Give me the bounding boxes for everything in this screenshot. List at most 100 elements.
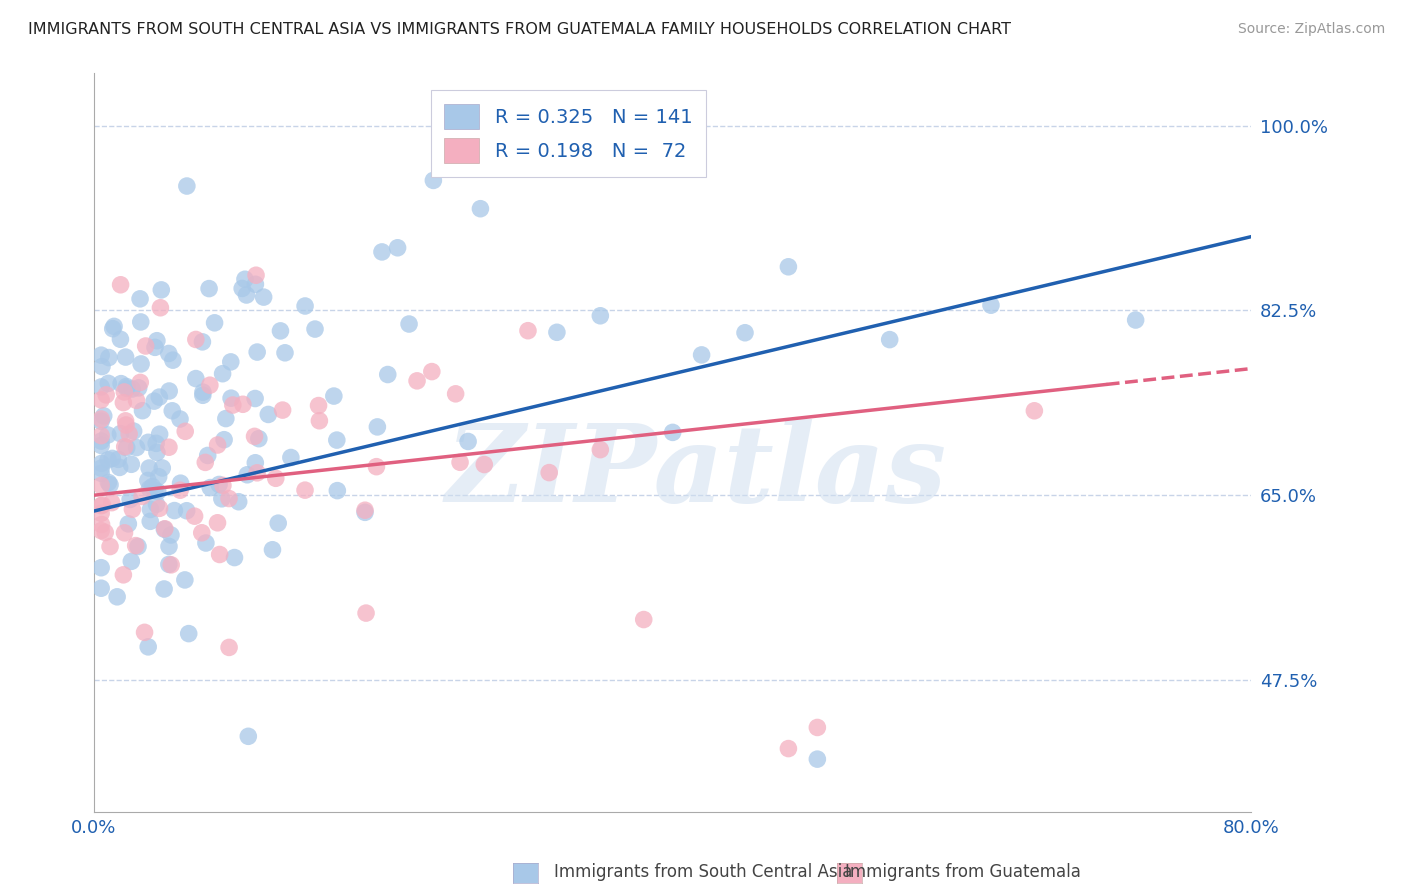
Point (406, 374, 429, 388)
Point (129, 292, 152, 306)
Point (117, 516, 139, 531)
Point (101, 496, 124, 510)
Point (444, 387, 467, 401)
Point (354, 505, 377, 519)
Point (308, 414, 330, 428)
Point (90, 560, 112, 574)
Point (110, 332, 132, 346)
Point (169, 412, 191, 426)
Point (98, 540, 121, 554)
Point (136, 435, 159, 450)
Point (633, 153, 655, 168)
Point (110, 376, 132, 391)
Point (110, 426, 132, 441)
Point (93, 409, 115, 423)
Point (98, 477, 121, 491)
Point (97, 453, 120, 467)
Point (115, 381, 138, 395)
Point (212, 478, 235, 492)
Point (101, 321, 124, 335)
Point (160, 528, 183, 542)
Point (129, 376, 152, 390)
Point (174, 425, 197, 439)
Point (517, 324, 540, 338)
Point (269, 324, 291, 338)
Point (90, 434, 112, 448)
Point (125, 441, 148, 455)
Point (633, 613, 655, 627)
Point (267, 516, 290, 531)
Point (262, 542, 284, 557)
Point (134, 625, 156, 640)
Point (200, 481, 222, 495)
Point (90, 412, 112, 426)
Point (90, 581, 112, 595)
Point (218, 640, 240, 655)
Point (163, 503, 186, 517)
Point (90, 524, 112, 538)
Point (208, 477, 231, 491)
Point (96, 388, 118, 402)
Point (204, 316, 226, 330)
Point (136, 640, 159, 654)
Point (322, 389, 344, 403)
Point (219, 391, 242, 405)
Point (661, 425, 683, 440)
Point (246, 345, 269, 359)
Text: Immigrants from South Central Asia: Immigrants from South Central Asia (554, 863, 852, 881)
Point (149, 427, 172, 442)
Point (97, 376, 120, 391)
Point (121, 382, 143, 396)
Point (778, 260, 800, 274)
Point (141, 479, 163, 493)
Point (245, 277, 267, 292)
Point (101, 451, 124, 466)
Point (280, 450, 302, 465)
Point (538, 466, 561, 480)
Text: Source: ZipAtlas.com: Source: ZipAtlas.com (1237, 22, 1385, 37)
Point (118, 426, 141, 441)
Point (294, 483, 316, 497)
Point (326, 483, 349, 498)
Point (472, 458, 495, 472)
Point (806, 752, 828, 766)
Point (143, 340, 166, 354)
Point (157, 346, 180, 360)
Point (114, 414, 136, 428)
Point (449, 455, 471, 469)
Point (90, 478, 112, 492)
Point (127, 540, 149, 554)
Point (90, 457, 112, 471)
Point (215, 411, 238, 425)
Point (183, 509, 205, 524)
Point (114, 440, 136, 454)
Point (191, 334, 214, 349)
Point (274, 346, 297, 360)
Point (208, 548, 231, 562)
Point (129, 315, 152, 329)
Point (94, 525, 117, 540)
Point (115, 441, 138, 455)
Point (90, 380, 112, 394)
Point (198, 282, 221, 296)
Point (90, 414, 112, 428)
Point (90, 348, 112, 362)
Text: ZIPatlas: ZIPatlas (446, 419, 946, 525)
Point (103, 319, 125, 334)
Point (184, 371, 207, 385)
Text: Immigrants from Guatemala: Immigrants from Guatemala (845, 863, 1081, 881)
Point (879, 333, 901, 347)
Text: IMMIGRANTS FROM SOUTH CENTRAL ASIA VS IMMIGRANTS FROM GUATEMALA FAMILY HOUSEHOLD: IMMIGRANTS FROM SOUTH CENTRAL ASIA VS IM… (28, 22, 1011, 37)
Point (231, 281, 253, 295)
Point (157, 440, 180, 454)
Point (232, 397, 254, 411)
Point (157, 384, 180, 398)
Point (125, 539, 148, 553)
Point (354, 606, 377, 620)
Point (91, 498, 114, 512)
Point (236, 467, 259, 482)
Point (173, 573, 195, 587)
Point (120, 458, 142, 472)
Point (197, 449, 219, 463)
Point (146, 334, 169, 348)
